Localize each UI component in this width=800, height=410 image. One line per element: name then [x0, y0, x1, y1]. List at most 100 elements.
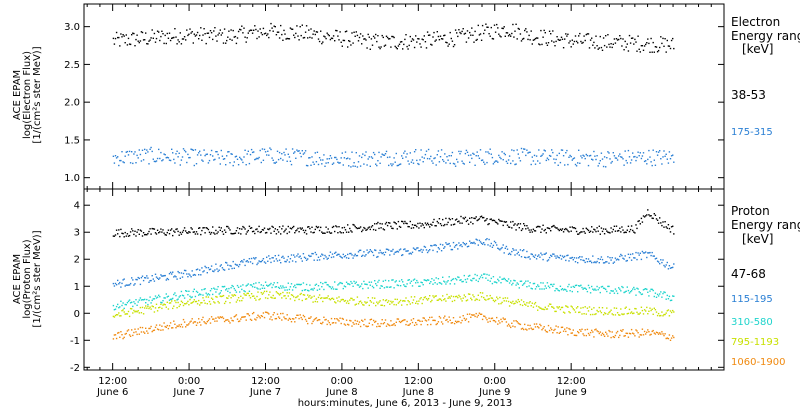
data-point	[313, 295, 315, 297]
data-point	[244, 36, 246, 38]
data-point	[462, 297, 464, 299]
data-point	[505, 32, 508, 34]
data-point	[483, 242, 485, 244]
x-tick-time-label: 0:00	[331, 376, 353, 387]
data-point	[325, 162, 327, 164]
data-point	[603, 335, 606, 337]
data-point	[484, 220, 486, 222]
data-point	[514, 302, 516, 304]
data-point	[178, 41, 180, 43]
data-point	[487, 26, 489, 28]
data-point	[166, 32, 168, 35]
data-point	[204, 232, 206, 234]
data-point	[595, 328, 597, 330]
data-point	[236, 264, 239, 266]
data-point	[475, 298, 477, 300]
data-point	[153, 329, 156, 331]
data-point	[501, 246, 503, 249]
data-point	[167, 327, 170, 330]
data-point	[399, 226, 402, 228]
data-point	[530, 253, 532, 255]
data-point	[322, 321, 324, 324]
data-point	[242, 32, 244, 34]
data-point	[201, 319, 203, 321]
data-point	[654, 214, 657, 216]
data-point	[162, 229, 164, 231]
data-point	[407, 324, 409, 326]
data-point	[290, 294, 293, 296]
data-point	[505, 221, 508, 223]
data-point	[427, 297, 430, 300]
data-point	[114, 234, 117, 236]
data-point	[392, 300, 394, 303]
data-point	[579, 311, 581, 313]
data-point	[325, 37, 327, 40]
data-point	[647, 158, 649, 161]
data-point	[517, 298, 519, 301]
data-point	[531, 328, 533, 331]
data-point	[290, 28, 293, 30]
data-point	[654, 333, 657, 335]
data-point	[415, 322, 417, 324]
data-point	[134, 151, 136, 153]
data-point	[239, 300, 241, 302]
data-point	[307, 226, 309, 228]
data-point	[315, 317, 318, 319]
data-point	[247, 292, 249, 295]
data-point	[566, 35, 568, 37]
data-point	[362, 304, 364, 306]
data-point	[156, 30, 159, 32]
data-point	[266, 311, 268, 314]
data-point	[540, 231, 542, 233]
data-point	[541, 43, 543, 46]
data-point	[554, 290, 556, 292]
data-point	[160, 274, 162, 276]
data-point	[250, 293, 253, 295]
data-point	[491, 297, 494, 299]
data-point	[154, 232, 157, 234]
data-point	[281, 228, 283, 230]
data-point	[121, 282, 123, 285]
data-point	[282, 225, 284, 227]
data-point	[639, 152, 641, 154]
data-point	[612, 314, 614, 316]
data-point	[427, 250, 430, 252]
data-point	[555, 310, 557, 313]
data-point	[223, 302, 226, 305]
data-point	[135, 162, 137, 164]
data-point	[615, 38, 618, 40]
data-point	[612, 228, 614, 231]
data-point	[188, 304, 190, 306]
data-point	[569, 154, 571, 157]
data-point	[334, 318, 336, 320]
data-point	[187, 34, 189, 37]
data-point	[518, 323, 520, 325]
data-point	[621, 330, 623, 332]
data-point	[602, 314, 605, 316]
data-point	[189, 321, 191, 323]
data-point	[551, 306, 553, 308]
data-point	[611, 160, 613, 163]
data-point	[171, 273, 173, 275]
data-point	[384, 299, 387, 302]
data-point	[271, 319, 273, 321]
data-point	[535, 258, 538, 260]
data-point	[186, 29, 188, 31]
data-point	[286, 292, 288, 294]
data-point	[490, 242, 492, 245]
data-point	[548, 30, 551, 32]
data-point	[504, 35, 506, 37]
data-point	[355, 31, 357, 33]
data-point	[421, 282, 423, 284]
data-point	[135, 235, 137, 237]
data-point	[383, 322, 386, 324]
data-point	[489, 320, 491, 323]
data-point	[636, 311, 638, 313]
data-point	[165, 42, 167, 45]
data-point	[614, 42, 617, 44]
data-point	[123, 336, 125, 339]
data-point	[479, 149, 482, 151]
data-point	[511, 322, 513, 324]
data-point	[412, 162, 415, 164]
data-point	[426, 251, 429, 254]
